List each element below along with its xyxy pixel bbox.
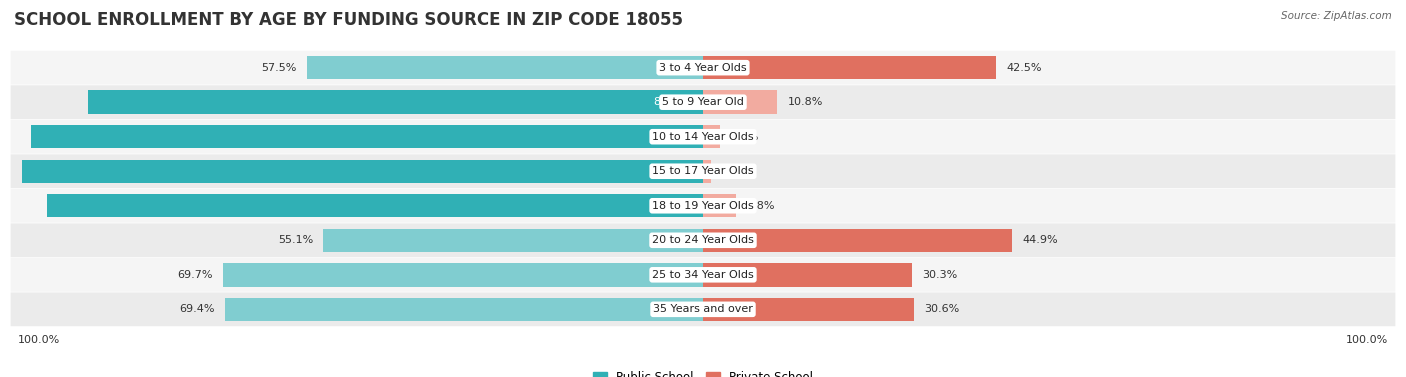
Text: 98.9%: 98.9% [654,166,689,176]
Text: SCHOOL ENROLLMENT BY AGE BY FUNDING SOURCE IN ZIP CODE 18055: SCHOOL ENROLLMENT BY AGE BY FUNDING SOUR… [14,11,683,29]
Text: Source: ZipAtlas.com: Source: ZipAtlas.com [1281,11,1392,21]
FancyBboxPatch shape [11,223,1395,257]
Legend: Public School, Private School: Public School, Private School [588,366,818,377]
FancyBboxPatch shape [11,51,1395,84]
FancyBboxPatch shape [11,293,1395,326]
Text: 42.5%: 42.5% [1007,63,1042,73]
Text: 20 to 24 Year Olds: 20 to 24 Year Olds [652,235,754,245]
Text: 4.8%: 4.8% [747,201,775,211]
Bar [307,56,703,80]
Text: 18 to 19 Year Olds: 18 to 19 Year Olds [652,201,754,211]
Bar [225,297,703,321]
Bar [89,90,703,114]
Bar [21,159,703,183]
FancyBboxPatch shape [11,120,1395,154]
Text: 57.5%: 57.5% [262,63,297,73]
Bar [703,159,710,183]
Text: 3 to 4 Year Olds: 3 to 4 Year Olds [659,63,747,73]
Text: 30.3%: 30.3% [922,270,957,280]
Bar [31,125,703,149]
Bar [222,263,703,287]
Text: 89.2%: 89.2% [654,97,689,107]
Text: 44.9%: 44.9% [1022,235,1059,245]
Text: 2.5%: 2.5% [731,132,759,142]
Bar [703,228,1012,252]
Bar [703,56,995,80]
Bar [703,125,720,149]
Text: 69.4%: 69.4% [179,304,215,314]
Text: 100.0%: 100.0% [1347,335,1389,345]
Text: 55.1%: 55.1% [278,235,314,245]
FancyBboxPatch shape [11,154,1395,188]
Bar [48,194,703,218]
Text: 1.1%: 1.1% [721,166,749,176]
Text: 10.8%: 10.8% [787,97,823,107]
FancyBboxPatch shape [11,85,1395,119]
Bar [703,194,737,218]
Text: 100.0%: 100.0% [17,335,59,345]
Text: 97.5%: 97.5% [654,132,689,142]
Text: 35 Years and over: 35 Years and over [652,304,754,314]
Text: 69.7%: 69.7% [177,270,212,280]
Text: 10 to 14 Year Olds: 10 to 14 Year Olds [652,132,754,142]
Bar [703,90,778,114]
Text: 15 to 17 Year Olds: 15 to 17 Year Olds [652,166,754,176]
Text: 30.6%: 30.6% [924,304,959,314]
Bar [703,263,911,287]
Bar [703,297,914,321]
Text: 95.2%: 95.2% [654,201,689,211]
Text: 25 to 34 Year Olds: 25 to 34 Year Olds [652,270,754,280]
FancyBboxPatch shape [11,189,1395,223]
Text: 5 to 9 Year Old: 5 to 9 Year Old [662,97,744,107]
Bar [323,228,703,252]
FancyBboxPatch shape [11,258,1395,292]
